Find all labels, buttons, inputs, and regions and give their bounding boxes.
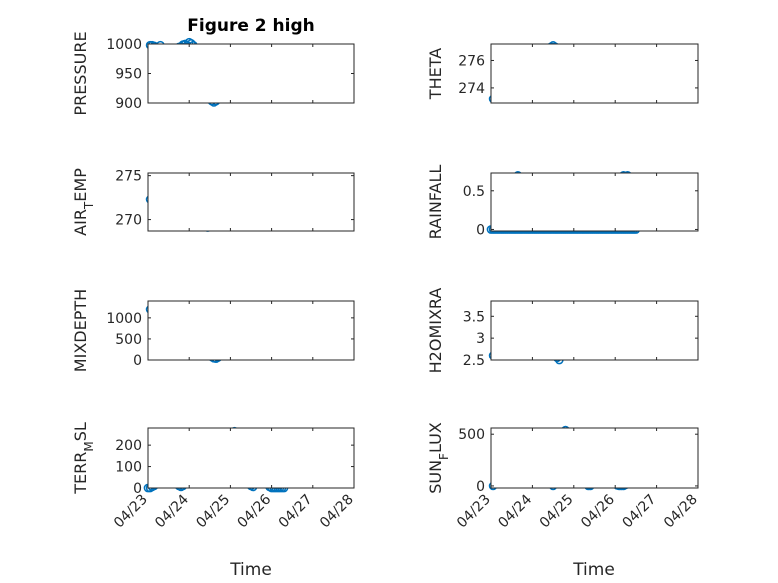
y-axis-label: AIRTEMP [71,168,96,236]
y-axis-label: SUNFLUX [426,422,451,494]
y-axis-label: H2OMIXRA [426,288,445,374]
subplot-sun-flux: 0 500 04/23 04/24 04/25 04/26 04/27 04/28 SUNFLU… [426,422,701,531]
y-tick-label: 100 [115,460,142,476]
axes-box [490,172,699,232]
x-tick-label: 04/25 [193,492,233,532]
y-tick-label: 0 [133,353,142,369]
y-axis-label: THETA [426,48,445,100]
axes-box [147,172,355,232]
y-tick-label: 1000 [106,311,142,327]
x-tick-label: 04/23 [454,492,494,532]
xlabel-right: Time [572,560,615,580]
subplot-air-temp: 270 275 AIRTEMP [71,168,355,236]
x-tick-label: 04/28 [661,492,701,532]
y-tick-label: 1000 [106,37,142,53]
y-tick-label: 0 [133,481,142,497]
subplot-mixdepth: 0 500 1000 MIXDEPTH [71,289,355,372]
y-tick-label: 200 [115,438,142,454]
subplot-pressure: 900 950 1000 PRESSURE [71,31,355,116]
subplot-rainfall: 0 0.5 RAINFALL [426,165,699,240]
y-tick-label: 900 [115,96,142,112]
x-tick-label: 04/26 [235,491,275,531]
y-tick-label: 270 [115,213,142,229]
y-tick-label: 3 [476,331,485,347]
x-tick-label: 04/27 [620,492,660,532]
y-tick-label: 0 [476,479,485,495]
subplot-theta: 274 276 THETA [426,41,699,104]
subplot-h2omixra: 2.5 3 3.5 H2OMIXRA [426,288,699,374]
axes-box [147,43,355,104]
y-axis-label: MIXDEPTH [71,289,90,372]
x-tick-label: 04/28 [317,492,357,532]
x-tick-label: 04/26 [578,491,618,531]
subplot-terr-msl: 0 100 200 04/23 04/24 04/25 04/26 04/27 04/28 TER… [71,422,357,531]
axes-box [147,427,355,489]
x-tick-label: 04/24 [495,491,535,531]
x-tick-label: 04/25 [537,492,577,532]
y-tick-label: 950 [115,67,142,83]
axes-box [147,300,355,361]
y-axis-label: TERRMSL [71,422,96,495]
y-tick-label: 500 [458,427,485,443]
y-tick-label: 2.5 [463,353,485,369]
x-tick-label: 04/23 [111,492,151,532]
y-tick-label: 500 [115,332,142,348]
y-tick-label: 276 [458,53,485,69]
axes-box [490,43,699,104]
axes-box [490,427,699,489]
x-tick-label: 04/24 [152,491,192,531]
y-tick-label: 274 [458,81,485,97]
y-tick-label: 0.5 [463,184,485,200]
xlabel-left: Time [229,560,272,580]
axes-box [490,300,699,361]
y-axis-label: RAINFALL [426,165,445,240]
x-tick-label: 04/27 [276,492,316,532]
y-tick-label: 3.5 [463,309,485,325]
y-axis-label: PRESSURE [71,31,90,115]
y-tick-label: 275 [115,169,142,185]
y-tick-label: 0 [476,222,485,238]
figure-title: Figure 2 high [187,16,315,36]
